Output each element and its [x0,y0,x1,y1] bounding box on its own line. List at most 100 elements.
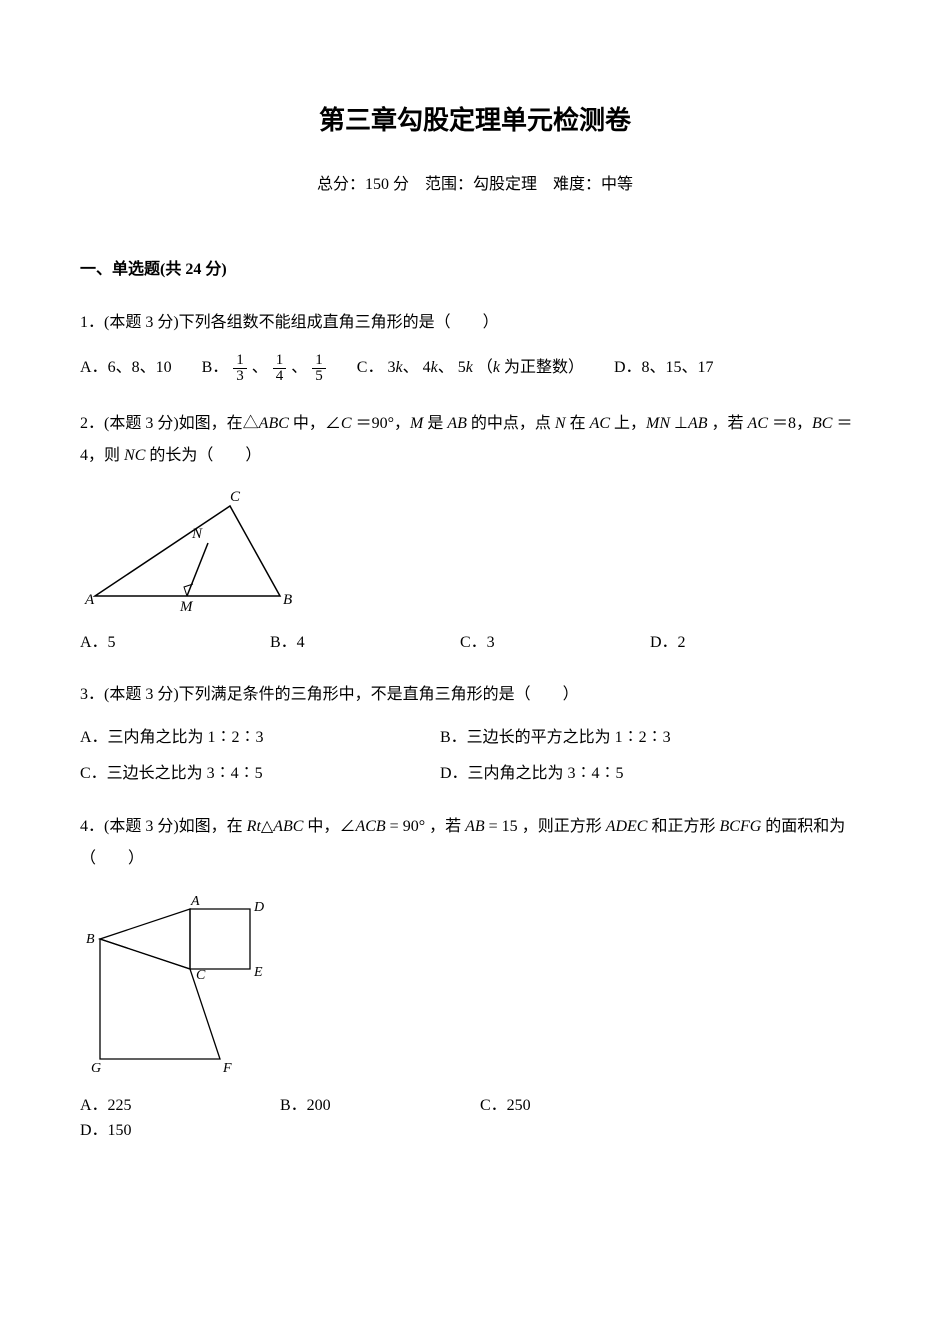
txt: 5 [458,359,466,376]
q1-a-label: A． [80,359,108,376]
q3-option-b: B．三边长的平方之比为 1∶2∶3 [440,725,770,751]
squares-icon: A D E C B G F [80,889,290,1079]
q1-option-c: C． 3k、 4k、 5k （k 为正整数） [357,355,584,381]
frac-num: 1 [312,353,326,368]
txt: 在 [570,415,590,432]
page-title: 第三章勾股定理单元检测卷 [80,100,870,142]
subtitle-score: 150 分 [365,176,409,193]
sep: 、 [403,359,419,376]
subtitle-score-label: 总分： [317,176,365,193]
txt: ，则正方形 [522,818,606,835]
var: AC [590,415,610,432]
question-2-stem: 2．(本题 3 分)如图，在△ABC 中，∠C ＝90°，M 是 AB 的中点，… [80,408,870,472]
var: BCFG [720,818,762,835]
var: Rt [247,818,261,835]
question-4-figure: A D E C B G F [80,889,870,1079]
frac-den: 5 [312,368,326,384]
txt: ＝90°， [356,415,410,432]
q1-option-b: B． 13 、 14 、 15 [202,353,327,384]
fig-label-e: E [253,965,263,980]
frac-den: 4 [273,368,287,384]
txt: ＝8， [772,415,812,432]
txt: = 90° [386,818,425,835]
fig-label-m: M [179,599,194,615]
q1-c-label: C． [357,359,384,376]
frac-num: 1 [233,353,247,368]
fig-label-n: N [191,526,203,542]
q2-option-d: D．2 [650,630,810,656]
triangle-icon: A B C M N [80,486,300,616]
var-k: k [466,359,473,376]
fig-label-a: A [190,894,200,909]
fig-label-g: G [91,1061,101,1076]
txt: 2．(本题 3 分)如图，在△ [80,415,259,432]
q3-option-a: A．三内角之比为 1∶2∶3 [80,725,410,751]
question-4-options: A．225 B．200 C．250 D．150 [80,1093,870,1144]
subtitle-diff: 中等 [601,176,633,193]
fig-label-f: F [222,1061,232,1076]
q1-option-d: D．8、15、17 [614,355,714,381]
var: AB [447,415,467,432]
fraction-icon: 14 [273,353,287,384]
txt: ∠ [339,818,355,835]
txt: 的中点，点 [471,415,555,432]
var: AB [465,818,485,835]
q2-option-b: B．4 [270,630,430,656]
sep: 、 [252,359,268,376]
txt: 4．(本题 3 分)如图，在 [80,818,247,835]
fig-label-a: A [84,592,95,608]
question-1-stem: 1．(本题 3 分)下列各组数不能组成直角三角形的是（ ） [80,307,870,339]
subtitle-scope-label: 范围： [425,176,473,193]
txt: = 15 [485,818,518,835]
txt: 4 [423,359,431,376]
question-3-stem: 3．(本题 3 分)下列满足条件的三角形中，不是直角三角形的是（ ） [80,679,870,711]
paren: （ [477,359,493,376]
var: ADEC [606,818,648,835]
var: ABC [273,818,303,835]
q2-option-a: A．5 [80,630,240,656]
subtitle-scope: 勾股定理 [473,176,537,193]
var: ACB [355,818,385,835]
section-1-heading: 一、单选题(共 24 分) [80,257,870,283]
txt: ，若 [712,415,748,432]
var: N [555,415,566,432]
frac-den: 3 [233,368,247,384]
var-k: k [493,359,500,376]
txt: ⊥ [674,415,688,432]
fig-label-b: B [86,932,95,947]
var: M [410,415,423,432]
q1-d-label: D． [614,359,642,376]
var: BC [812,415,832,432]
txt: 上， [614,415,646,432]
var: NC [124,447,145,464]
q1-option-a: A．6、8、10 [80,355,172,381]
fig-label-b: B [283,592,292,608]
fraction-icon: 15 [312,353,326,384]
txt: 中， [307,818,339,835]
question-4-stem: 4．(本题 3 分)如图，在 Rt△ABC 中，∠ACB = 90° ，若 AB… [80,811,870,875]
q3-option-c: C．三边长之比为 3∶4∶5 [80,761,410,787]
fig-label-c: C [196,968,206,983]
txt: 的长为（ ） [149,447,261,464]
txt: ，若 [429,818,465,835]
subtitle-diff-label: 难度： [553,176,601,193]
q4-option-c: C．250 [480,1093,650,1119]
question-3-options-1: A．三内角之比为 1∶2∶3 B．三边长的平方之比为 1∶2∶3 [80,725,870,751]
txt: 和正方形 [651,818,719,835]
question-2-figure: A B C M N [80,486,870,616]
txt: 中，∠ [293,415,341,432]
fraction-icon: 13 [233,353,247,384]
txt: △ [261,818,273,835]
q4-option-a: A．225 [80,1093,250,1119]
sep: 、 [291,359,307,376]
q1-b-label: B． [202,359,229,376]
var: AC [748,415,768,432]
q1-d-text: 8、15、17 [642,359,714,376]
question-3-options-2: C．三边长之比为 3∶4∶5 D．三内角之比为 3∶4∶5 [80,761,870,787]
var-k: k [395,359,402,376]
fig-label-d: D [253,900,264,915]
question-2-options: A．5 B．4 C．3 D．2 [80,630,870,656]
q4-option-d: D．150 [80,1118,250,1144]
fig-label-c: C [230,489,241,505]
q3-option-d: D．三内角之比为 3∶4∶5 [440,761,770,787]
